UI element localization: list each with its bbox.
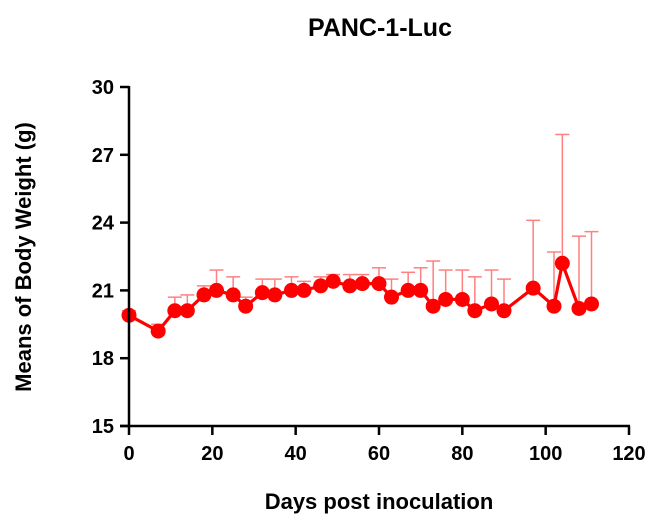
data-point xyxy=(525,280,541,296)
y-tick-label: 27 xyxy=(92,145,114,167)
data-point xyxy=(454,291,470,307)
data-point xyxy=(209,282,224,298)
data-point xyxy=(150,323,166,339)
x-axis-label: Days post inoculation xyxy=(265,489,494,514)
x-tick-label: 60 xyxy=(368,443,390,465)
data-point xyxy=(384,289,399,305)
data-point xyxy=(313,278,329,294)
data-point xyxy=(400,282,416,298)
data-point xyxy=(413,282,429,298)
data-point xyxy=(546,298,562,314)
data-point xyxy=(325,273,341,289)
y-tick-label: 18 xyxy=(92,348,114,370)
y-tick-label: 30 xyxy=(92,77,114,99)
data-point xyxy=(554,255,570,271)
error-bars xyxy=(122,133,599,332)
data-point xyxy=(225,287,241,303)
data-point xyxy=(342,278,358,294)
x-tick-label: 40 xyxy=(285,443,307,465)
data-point xyxy=(371,276,387,292)
y-tick-label: 15 xyxy=(92,416,114,438)
data-markers xyxy=(121,255,599,339)
chart-title: PANC-1-Luc xyxy=(308,14,452,42)
data-point xyxy=(167,303,183,319)
data-point xyxy=(425,298,441,314)
data-point xyxy=(179,303,195,319)
data-point xyxy=(238,298,254,314)
data-point xyxy=(496,303,512,319)
data-point xyxy=(196,287,212,303)
x-tick-label: 20 xyxy=(201,443,223,465)
data-point xyxy=(438,291,454,307)
axes: 15 18 21 24 27 30 0 20 40 60 80 100 120 xyxy=(92,77,646,465)
data-point xyxy=(354,276,370,292)
x-tick-label: 100 xyxy=(529,443,562,465)
data-point xyxy=(267,287,283,303)
x-tick-label: 80 xyxy=(451,443,473,465)
y-tick-label: 24 xyxy=(92,213,115,235)
data-point xyxy=(296,282,312,298)
data-point xyxy=(467,303,483,319)
x-tick-label: 0 xyxy=(123,443,134,465)
data-point xyxy=(584,296,599,312)
y-tick-label: 21 xyxy=(92,280,114,302)
data-point xyxy=(284,282,299,298)
y-axis-label: Means of Body Weight (g) xyxy=(11,122,36,392)
x-tick-label: 120 xyxy=(612,443,645,465)
data-point xyxy=(484,296,499,312)
data-point xyxy=(571,300,587,316)
data-point xyxy=(254,285,270,301)
